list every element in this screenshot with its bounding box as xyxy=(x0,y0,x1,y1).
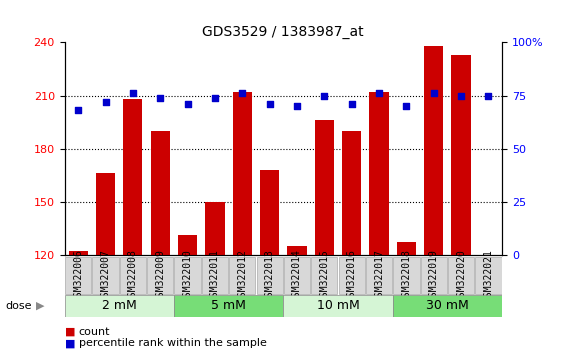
Bar xyxy=(287,246,306,255)
Bar xyxy=(342,131,361,255)
Point xyxy=(484,93,493,98)
FancyBboxPatch shape xyxy=(421,257,447,294)
Text: GSM322006: GSM322006 xyxy=(73,249,83,302)
FancyBboxPatch shape xyxy=(284,257,310,294)
FancyBboxPatch shape xyxy=(366,257,392,294)
Text: GSM322011: GSM322011 xyxy=(210,249,220,302)
Text: count: count xyxy=(79,327,110,337)
Text: GSM322010: GSM322010 xyxy=(182,249,192,302)
Bar xyxy=(233,92,252,255)
Point xyxy=(429,91,438,96)
Bar xyxy=(96,173,115,255)
Point xyxy=(156,95,165,101)
FancyBboxPatch shape xyxy=(229,257,255,294)
Point xyxy=(320,93,329,98)
Text: GSM322014: GSM322014 xyxy=(292,249,302,302)
Text: ▶: ▶ xyxy=(36,301,45,311)
Text: GSM322015: GSM322015 xyxy=(319,249,329,302)
Text: 10 mM: 10 mM xyxy=(316,299,360,312)
FancyBboxPatch shape xyxy=(174,257,201,294)
Text: GSM322016: GSM322016 xyxy=(347,249,357,302)
FancyBboxPatch shape xyxy=(475,257,502,294)
Point xyxy=(183,101,192,107)
Point xyxy=(128,91,137,96)
FancyBboxPatch shape xyxy=(174,295,283,317)
Point xyxy=(402,103,411,109)
FancyBboxPatch shape xyxy=(65,257,91,294)
Point xyxy=(347,101,356,107)
FancyBboxPatch shape xyxy=(338,257,365,294)
FancyBboxPatch shape xyxy=(147,257,173,294)
FancyBboxPatch shape xyxy=(283,295,393,317)
FancyBboxPatch shape xyxy=(311,257,338,294)
FancyBboxPatch shape xyxy=(65,295,174,317)
Bar xyxy=(178,235,197,255)
Text: GSM322017: GSM322017 xyxy=(374,249,384,302)
FancyBboxPatch shape xyxy=(448,257,474,294)
FancyBboxPatch shape xyxy=(256,257,283,294)
Bar xyxy=(315,120,334,255)
Text: percentile rank within the sample: percentile rank within the sample xyxy=(79,338,266,348)
Text: ■: ■ xyxy=(65,327,75,337)
Bar xyxy=(424,46,443,255)
FancyBboxPatch shape xyxy=(393,257,420,294)
Text: 30 mM: 30 mM xyxy=(426,299,469,312)
Bar xyxy=(370,92,389,255)
Text: GSM322007: GSM322007 xyxy=(100,249,111,302)
Text: GSM322019: GSM322019 xyxy=(429,249,439,302)
Bar xyxy=(205,202,224,255)
Point xyxy=(210,95,219,101)
Bar xyxy=(260,170,279,255)
Bar xyxy=(397,242,416,255)
Bar xyxy=(68,251,88,255)
Point xyxy=(457,93,466,98)
Point xyxy=(375,91,384,96)
Bar xyxy=(123,99,142,255)
Text: GSM322008: GSM322008 xyxy=(128,249,138,302)
Point xyxy=(265,101,274,107)
Point xyxy=(292,103,301,109)
Text: 2 mM: 2 mM xyxy=(102,299,136,312)
FancyBboxPatch shape xyxy=(202,257,228,294)
Text: GDS3529 / 1383987_at: GDS3529 / 1383987_at xyxy=(203,25,364,39)
Text: GSM322018: GSM322018 xyxy=(401,249,411,302)
Bar xyxy=(452,55,471,255)
Text: GSM322009: GSM322009 xyxy=(155,249,165,302)
Text: GSM322012: GSM322012 xyxy=(237,249,247,302)
Point xyxy=(73,108,82,113)
FancyBboxPatch shape xyxy=(93,257,119,294)
FancyBboxPatch shape xyxy=(393,295,502,317)
Bar xyxy=(151,131,170,255)
Text: GSM322020: GSM322020 xyxy=(456,249,466,302)
Point xyxy=(238,91,247,96)
Text: dose: dose xyxy=(6,301,32,311)
Text: 5 mM: 5 mM xyxy=(211,299,246,312)
Point xyxy=(101,99,110,105)
FancyBboxPatch shape xyxy=(119,257,146,294)
Text: GSM322021: GSM322021 xyxy=(484,249,494,302)
Text: ■: ■ xyxy=(65,338,75,348)
Text: GSM322013: GSM322013 xyxy=(265,249,275,302)
